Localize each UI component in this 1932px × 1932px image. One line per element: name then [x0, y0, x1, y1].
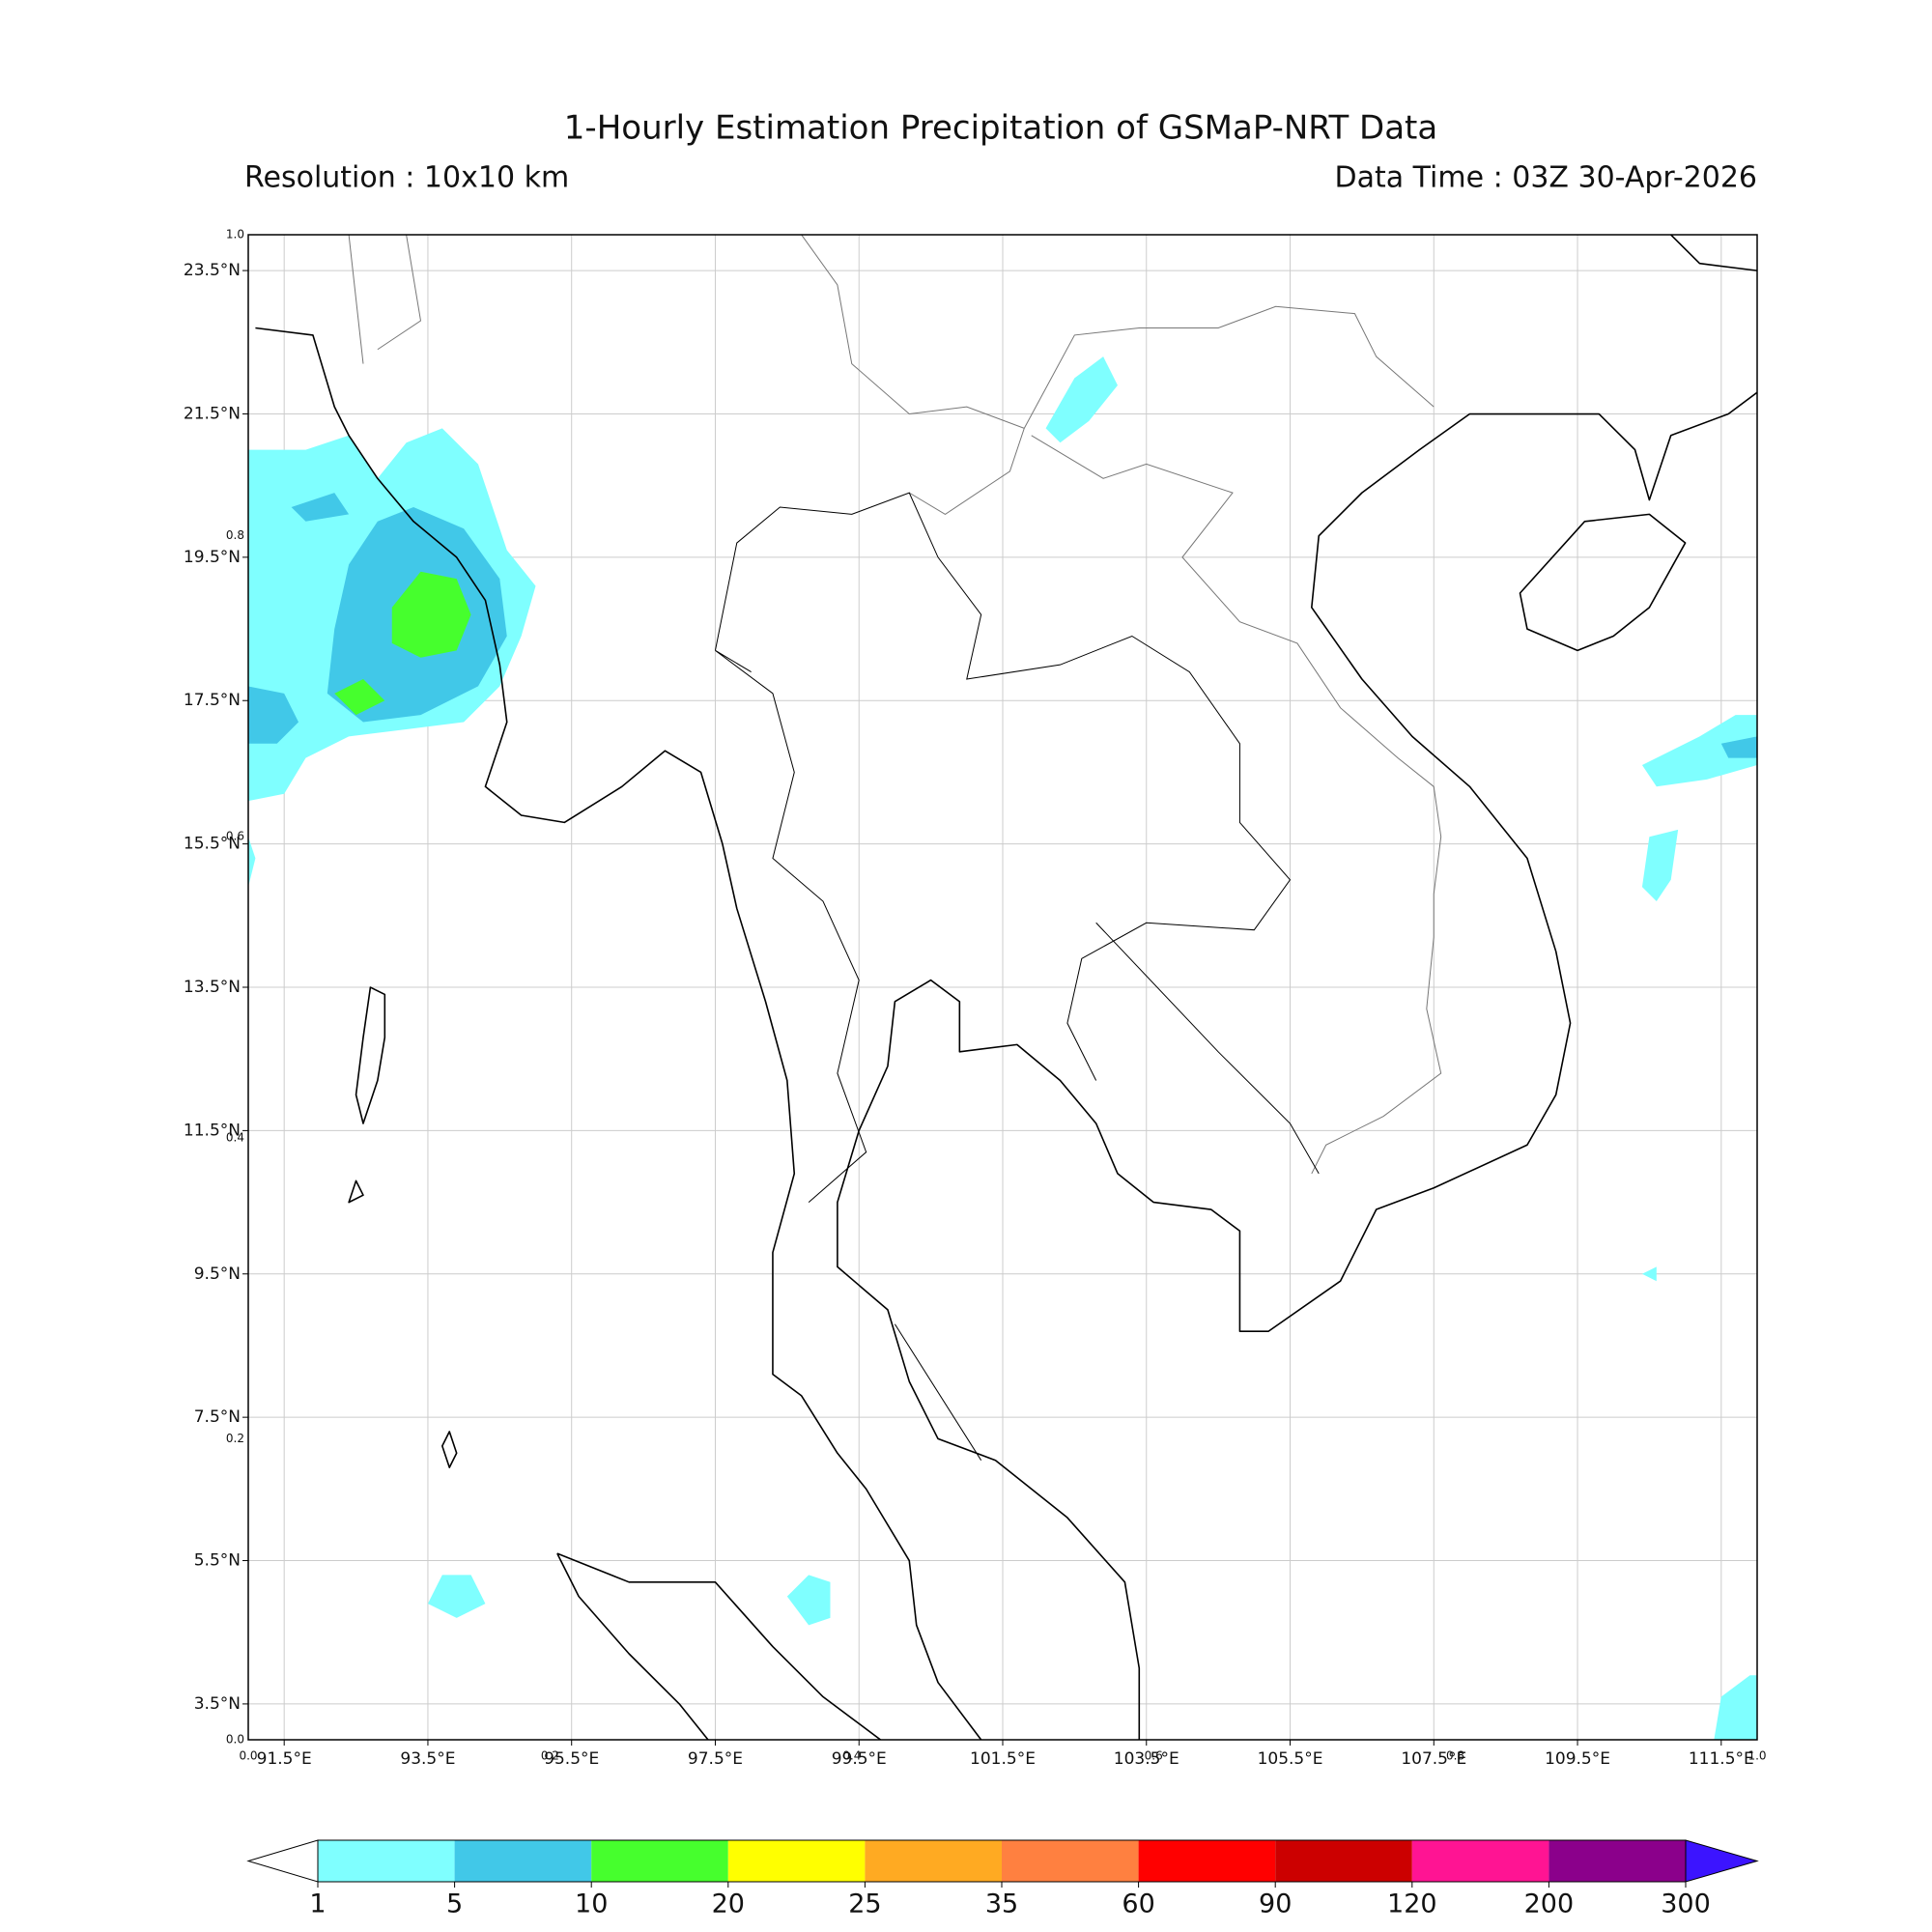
- overlay-x-tick-label: 0.2: [541, 1749, 559, 1763]
- data-time: Data Time : 03Z 30-Apr-2026: [1334, 161, 1757, 195]
- map-title: 1-Hourly Estimation Precipitation of GSM…: [564, 109, 1437, 148]
- colorbar-segment: [1411, 1840, 1549, 1882]
- colorbar-label: 35: [985, 1889, 1018, 1919]
- colorbar-segment: [1002, 1840, 1139, 1882]
- x-tick-label: 109.5°E: [1545, 1749, 1610, 1769]
- overlay-x-tick-label: 0.4: [842, 1749, 861, 1763]
- colorbar-label: 10: [575, 1889, 608, 1919]
- y-tick-label: 13.5°N: [184, 978, 241, 997]
- y-tick-label: 11.5°N: [184, 1121, 241, 1140]
- colorbar: 1 5 10 20 25 35 60 90 120 200 300: [246, 1839, 1759, 1919]
- overlay-x-tick-label: 0.8: [1446, 1749, 1464, 1763]
- precipitation: [248, 356, 1757, 1740]
- overlay-y-tick-label: 0.2: [226, 1432, 244, 1445]
- colorbar-label: 1: [309, 1889, 326, 1919]
- overlay-x-tick-label: 0.6: [1145, 1749, 1163, 1763]
- colorbar-label: 25: [848, 1889, 881, 1919]
- x-tick-label: 101.5°E: [970, 1749, 1036, 1769]
- colorbar-label: 200: [1524, 1889, 1575, 1919]
- y-tick-label: 19.5°N: [184, 548, 241, 567]
- colorbar-segment: [1138, 1840, 1276, 1882]
- x-tick-label: 107.5°E: [1401, 1749, 1466, 1769]
- colorbar-segment: [1275, 1840, 1412, 1882]
- overlay-y-tick-label: 0.0: [226, 1733, 244, 1747]
- x-tick-label: 91.5°E: [257, 1749, 312, 1769]
- y-tick-label: 9.5°N: [194, 1264, 241, 1284]
- overlay-y-tick-label: 0.4: [226, 1130, 244, 1144]
- y-tick-label: 3.5°N: [194, 1694, 241, 1714]
- colorbar-segment: [454, 1840, 592, 1882]
- overlay-x-tick-label: 0.0: [239, 1749, 257, 1763]
- grid: [248, 235, 1757, 1740]
- overlay-y-tick-label: 0.8: [226, 528, 244, 542]
- colorbar-label: 120: [1387, 1889, 1437, 1919]
- colorbar-under: [246, 1839, 319, 1883]
- y-tick-label: 7.5°N: [194, 1407, 241, 1427]
- x-tick-label: 103.5°E: [1114, 1749, 1179, 1769]
- x-tick-label: 99.5°E: [832, 1749, 887, 1769]
- y-tick-label: 15.5°N: [184, 835, 241, 854]
- x-tick-label: 97.5°E: [688, 1749, 743, 1769]
- y-tick-label: 5.5°N: [194, 1551, 241, 1571]
- y-tick-label: 23.5°N: [184, 261, 241, 280]
- y-tick-label: 17.5°N: [184, 691, 241, 710]
- overlay-y-tick-label: 1.0: [226, 228, 244, 242]
- geo-shapes: [248, 235, 1757, 1740]
- map-layer: [248, 235, 1757, 1740]
- x-tick-label: 111.5°E: [1689, 1749, 1754, 1769]
- x-tick-label: 93.5°E: [400, 1749, 455, 1769]
- colorbar-label: 300: [1661, 1889, 1711, 1919]
- colorbar-segment: [865, 1840, 1002, 1882]
- resolution: Resolution : 10x10 km: [244, 161, 569, 195]
- colorbar-segment: [318, 1840, 455, 1882]
- x-tick-label: 105.5°E: [1258, 1749, 1323, 1769]
- x-tick-label: 95.5°E: [544, 1749, 599, 1769]
- colorbar-segment: [727, 1840, 866, 1882]
- y-tick-label: 21.5°N: [184, 404, 241, 423]
- colorbar-over: [1685, 1839, 1759, 1883]
- colorbar-segment: [591, 1840, 728, 1882]
- colorbar-segment: [1548, 1840, 1686, 1882]
- colorbar-label: 20: [712, 1889, 745, 1919]
- axis-labels: 91.5°E 93.5°E 95.5°E 97.5°E 99.5°E 101.5°E 103…: [184, 228, 1767, 1770]
- colorbar-label: 90: [1259, 1889, 1292, 1919]
- colorbar-label: 5: [446, 1889, 463, 1919]
- overlay-y-tick-label: 0.6: [226, 830, 244, 843]
- overlay-x-tick-label: 1.0: [1747, 1749, 1766, 1763]
- colorbar-label: 60: [1122, 1889, 1154, 1919]
